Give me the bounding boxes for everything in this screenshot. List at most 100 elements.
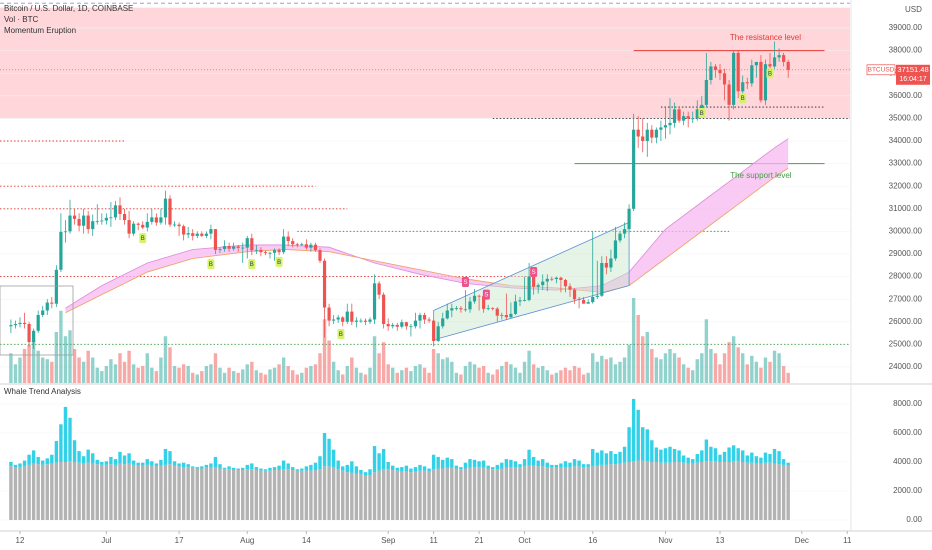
whale-excess xyxy=(22,460,27,467)
whale-excess xyxy=(441,459,445,469)
whale-excess xyxy=(36,456,40,465)
candle-body xyxy=(200,233,204,236)
volume-bar xyxy=(781,366,786,383)
volume-bar xyxy=(41,357,45,383)
whale-excess xyxy=(486,465,490,469)
whale-bar xyxy=(750,462,754,520)
whale-bar xyxy=(709,461,713,520)
volume-bar xyxy=(531,364,536,383)
candle-body xyxy=(754,61,758,66)
whale-excess xyxy=(127,453,131,464)
candle-body xyxy=(154,217,158,223)
candle-body xyxy=(172,224,177,226)
whale-excess xyxy=(745,455,749,463)
candle-body xyxy=(345,311,349,322)
whale-bar xyxy=(591,466,595,520)
whale-bar xyxy=(41,464,45,520)
candle-body xyxy=(291,241,295,245)
whale-excess xyxy=(736,448,740,462)
signal-box xyxy=(275,256,283,267)
whale-excess xyxy=(245,464,249,470)
volume-bar xyxy=(13,364,18,383)
whale-excess xyxy=(250,463,254,470)
volume-bar xyxy=(691,370,695,383)
whale-excess xyxy=(295,469,299,471)
candle-body xyxy=(41,310,45,315)
candle-body xyxy=(450,308,454,311)
whale-bar xyxy=(577,466,581,520)
volume-bar xyxy=(591,353,595,383)
volume-bar xyxy=(431,349,436,383)
candle-body xyxy=(213,229,218,250)
candle-body xyxy=(277,250,281,253)
candle-body xyxy=(727,84,731,105)
whale-excess xyxy=(345,464,349,473)
volume-bar xyxy=(627,344,631,383)
whale-excess xyxy=(241,467,245,470)
volume-bar xyxy=(9,353,13,383)
annotation: The support level xyxy=(730,171,792,180)
candle-body xyxy=(377,283,381,295)
candle-body xyxy=(127,220,131,234)
whale-excess xyxy=(454,465,459,469)
candle-body xyxy=(672,109,677,123)
whale-bar xyxy=(241,469,245,520)
whale-bar xyxy=(118,463,122,520)
whale-bar xyxy=(509,467,513,520)
whale-excess xyxy=(277,465,281,470)
volume-bar xyxy=(491,374,495,383)
candle-body xyxy=(354,320,358,322)
whale-excess xyxy=(681,455,686,463)
candle-body xyxy=(204,233,208,236)
whale-bar xyxy=(536,466,540,520)
whale-excess xyxy=(572,459,577,467)
whale-bar xyxy=(395,470,399,520)
volume-bar xyxy=(181,364,186,383)
volume-bar xyxy=(86,350,90,383)
candle-body xyxy=(182,226,186,235)
whale-bar xyxy=(150,465,154,520)
candle-body xyxy=(218,249,222,250)
whale-bar xyxy=(418,470,422,520)
whale-bar xyxy=(336,469,340,520)
signal-box xyxy=(207,259,215,270)
volume-bar xyxy=(581,374,586,383)
whale-excess xyxy=(509,459,513,468)
candle-body xyxy=(745,82,749,84)
whale-excess xyxy=(81,456,86,464)
volume-bar xyxy=(141,366,145,383)
whale-bar xyxy=(704,461,709,520)
volume-bar xyxy=(763,357,768,383)
whale-bar xyxy=(168,464,172,520)
volume-bar xyxy=(295,374,299,383)
whale-excess xyxy=(409,468,413,473)
volume-bar xyxy=(772,350,777,383)
whale-excess xyxy=(763,452,768,463)
volume-bar xyxy=(109,359,113,383)
volume-bar xyxy=(200,371,204,383)
candle-body xyxy=(454,308,458,310)
whale-excess xyxy=(618,451,622,464)
candle-body xyxy=(272,250,277,253)
whale-excess xyxy=(191,466,195,468)
whale-excess xyxy=(718,454,722,462)
whale-excess xyxy=(686,457,690,464)
whale-excess xyxy=(136,462,140,466)
candle-body xyxy=(536,285,540,287)
volume-bar xyxy=(309,366,313,383)
candle-body xyxy=(782,55,786,62)
whale-bar xyxy=(668,462,672,520)
candle-body xyxy=(50,302,54,304)
candle-body xyxy=(636,129,640,137)
whale-bar xyxy=(504,467,509,520)
volume-bar xyxy=(168,347,172,383)
whale-excess xyxy=(481,460,486,468)
volume-bar xyxy=(550,374,554,383)
whale-bar xyxy=(100,464,104,520)
candle-body xyxy=(300,244,304,246)
whale-bar xyxy=(231,469,236,520)
whale-excess xyxy=(418,464,422,471)
whale-bar xyxy=(595,465,599,520)
candle-body xyxy=(418,314,422,321)
candle-body xyxy=(95,221,99,223)
